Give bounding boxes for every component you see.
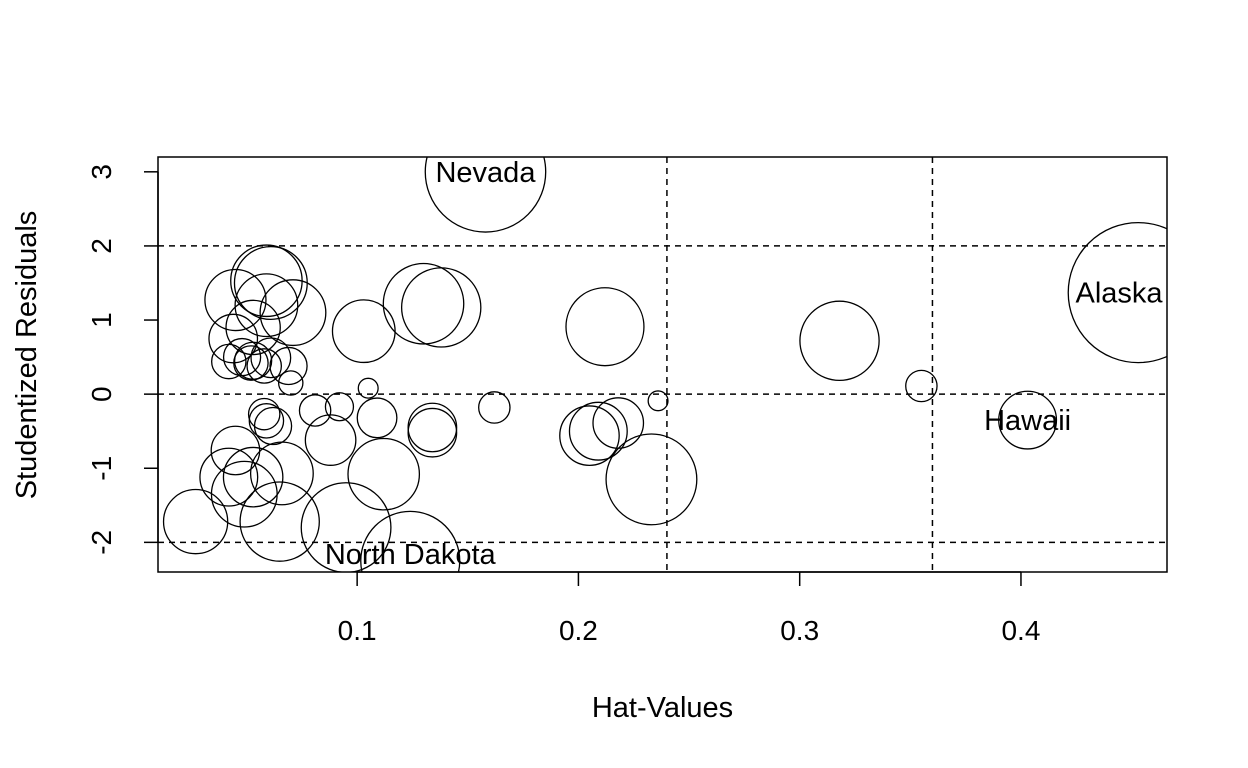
point-label: Nevada [435, 157, 536, 189]
data-point [478, 391, 511, 424]
data-point [324, 392, 355, 422]
data-point [424, 157, 547, 233]
data-point [407, 407, 458, 458]
y-axis: -2 -1 0 1 2 3 [86, 164, 159, 555]
data-point [233, 245, 308, 321]
x-tick-label: 0.4 [1001, 615, 1040, 646]
point-label: Alaska [1076, 278, 1164, 310]
point-label: Hawaii [984, 405, 1071, 437]
data-point [407, 402, 458, 453]
y-tick-label: 2 [86, 238, 117, 254]
data-point [162, 488, 229, 555]
data-point [300, 482, 392, 572]
data-point [998, 390, 1058, 450]
y-tick-label: 1 [86, 312, 117, 328]
data-point [222, 446, 284, 508]
data-point [250, 337, 292, 379]
plot-frame [157, 156, 1168, 573]
data-point [199, 447, 259, 507]
x-axis: 0.1 0.2 0.3 0.4 [338, 571, 1040, 646]
data-point [1067, 221, 1167, 364]
data-points [162, 157, 1167, 572]
data-point [799, 300, 880, 382]
data-point [347, 437, 421, 511]
data-point [905, 369, 938, 403]
data-point [211, 343, 247, 380]
x-tick-label: 0.1 [338, 615, 377, 646]
data-point [298, 394, 332, 427]
data-point [247, 397, 281, 431]
data-point [248, 403, 285, 439]
data-point [592, 397, 645, 449]
y-tick-label: -1 [86, 456, 117, 481]
y-tick-label: -2 [86, 530, 117, 555]
point-labels: Nevada Alaska Hawaii North Dakota [325, 157, 1164, 571]
x-tick-label: 0.3 [780, 615, 819, 646]
y-tick-label: 0 [86, 386, 117, 402]
data-point [605, 433, 698, 526]
data-point [204, 268, 267, 332]
data-point [559, 405, 620, 466]
data-point [304, 414, 357, 466]
data-point [234, 273, 299, 338]
data-point [331, 299, 396, 364]
point-label: North Dakota [325, 539, 497, 571]
data-point [259, 279, 327, 347]
data-point [222, 337, 262, 377]
data-point [208, 313, 259, 364]
data-point [568, 401, 628, 461]
data-point [253, 406, 293, 446]
reference-lines [158, 157, 1167, 572]
data-point [647, 390, 669, 412]
x-axis-label: Hat-Values [592, 692, 733, 724]
data-point [230, 244, 303, 318]
data-point [357, 377, 379, 399]
data-point [210, 460, 278, 528]
data-point [225, 299, 281, 356]
data-point [277, 370, 304, 396]
y-axis-label: Studentized Residuals [11, 211, 43, 500]
data-point [269, 346, 308, 386]
data-point [382, 262, 465, 345]
y-tick-label: 3 [86, 164, 117, 180]
x-tick-label: 0.2 [559, 615, 598, 646]
data-point [356, 397, 398, 439]
data-point [246, 348, 283, 384]
data-point [360, 510, 461, 572]
data-point [239, 481, 320, 562]
data-point [210, 425, 261, 476]
data-point [400, 267, 482, 348]
data-point [565, 287, 645, 367]
